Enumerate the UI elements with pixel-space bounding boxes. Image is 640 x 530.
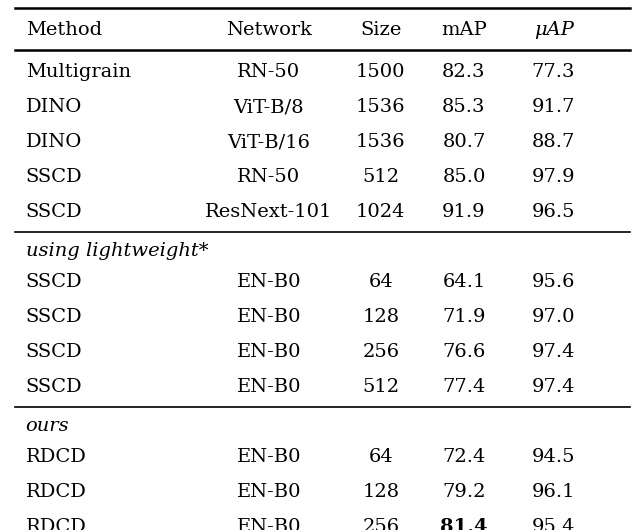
Text: ResNext-101: ResNext-101 xyxy=(205,203,333,221)
Text: 95.6: 95.6 xyxy=(532,273,575,291)
Text: Multigrain: Multigrain xyxy=(26,63,131,81)
Text: RN-50: RN-50 xyxy=(237,168,300,186)
Text: 64: 64 xyxy=(369,273,393,291)
Text: 95.4: 95.4 xyxy=(532,518,575,530)
Text: 512: 512 xyxy=(362,168,399,186)
Text: 64: 64 xyxy=(369,448,393,466)
Text: 77.3: 77.3 xyxy=(532,63,575,81)
Text: using lightweight*: using lightweight* xyxy=(26,242,208,260)
Text: SSCD: SSCD xyxy=(26,343,82,361)
Text: EN-B0: EN-B0 xyxy=(237,378,301,396)
Text: RDCD: RDCD xyxy=(26,518,86,530)
Text: 91.7: 91.7 xyxy=(532,98,575,116)
Text: 128: 128 xyxy=(362,483,399,501)
Text: mAP: mAP xyxy=(441,21,487,39)
Text: RDCD: RDCD xyxy=(26,483,86,501)
Text: 94.5: 94.5 xyxy=(532,448,575,466)
Text: 97.4: 97.4 xyxy=(532,343,575,361)
Text: 85.0: 85.0 xyxy=(442,168,486,186)
Text: 91.9: 91.9 xyxy=(442,203,486,221)
Text: 1024: 1024 xyxy=(356,203,406,221)
Text: SSCD: SSCD xyxy=(26,203,82,221)
Text: 96.5: 96.5 xyxy=(532,203,575,221)
Text: 1536: 1536 xyxy=(356,98,406,116)
Text: EN-B0: EN-B0 xyxy=(237,448,301,466)
Text: 1500: 1500 xyxy=(356,63,406,81)
Text: 256: 256 xyxy=(362,343,399,361)
Text: 97.9: 97.9 xyxy=(532,168,575,186)
Text: ours: ours xyxy=(26,418,69,436)
Text: 88.7: 88.7 xyxy=(532,133,575,151)
Text: SSCD: SSCD xyxy=(26,308,82,326)
Text: 1536: 1536 xyxy=(356,133,406,151)
Text: Method: Method xyxy=(26,21,102,39)
Text: 64.1: 64.1 xyxy=(442,273,486,291)
Text: 72.4: 72.4 xyxy=(442,448,486,466)
Text: 71.9: 71.9 xyxy=(442,308,486,326)
Text: 512: 512 xyxy=(362,378,399,396)
Text: 97.4: 97.4 xyxy=(532,378,575,396)
Text: SSCD: SSCD xyxy=(26,378,82,396)
Text: 81.4: 81.4 xyxy=(440,518,488,530)
Text: Size: Size xyxy=(360,21,401,39)
Text: μAP: μAP xyxy=(534,21,573,39)
Text: EN-B0: EN-B0 xyxy=(237,343,301,361)
Text: RN-50: RN-50 xyxy=(237,63,300,81)
Text: EN-B0: EN-B0 xyxy=(237,483,301,501)
Text: 82.3: 82.3 xyxy=(442,63,486,81)
Text: 85.3: 85.3 xyxy=(442,98,486,116)
Text: DINO: DINO xyxy=(26,133,82,151)
Text: 80.7: 80.7 xyxy=(442,133,486,151)
Text: RDCD: RDCD xyxy=(26,448,86,466)
Text: 128: 128 xyxy=(362,308,399,326)
Text: 76.6: 76.6 xyxy=(442,343,486,361)
Text: DINO: DINO xyxy=(26,98,82,116)
Text: Network: Network xyxy=(226,21,312,39)
Text: SSCD: SSCD xyxy=(26,273,82,291)
Text: 77.4: 77.4 xyxy=(442,378,486,396)
Text: 79.2: 79.2 xyxy=(442,483,486,501)
Text: 256: 256 xyxy=(362,518,399,530)
Text: 96.1: 96.1 xyxy=(532,483,575,501)
Text: EN-B0: EN-B0 xyxy=(237,518,301,530)
Text: EN-B0: EN-B0 xyxy=(237,308,301,326)
Text: EN-B0: EN-B0 xyxy=(237,273,301,291)
Text: SSCD: SSCD xyxy=(26,168,82,186)
Text: 97.0: 97.0 xyxy=(532,308,575,326)
Text: ViT-B/8: ViT-B/8 xyxy=(234,98,304,116)
Text: ViT-B/16: ViT-B/16 xyxy=(227,133,310,151)
